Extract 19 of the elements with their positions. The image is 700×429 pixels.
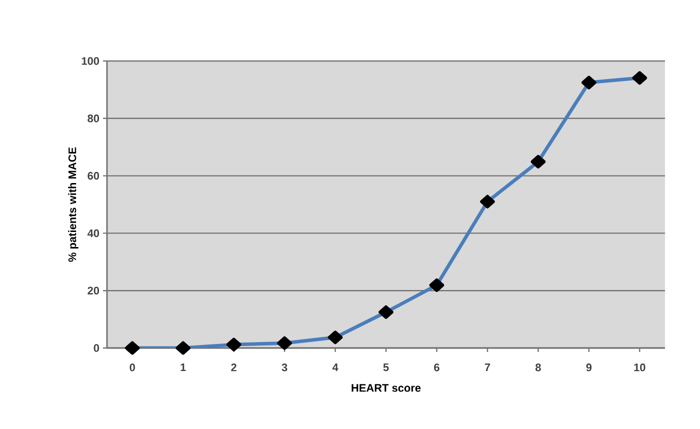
y-axis-title: % patients with MACE <box>68 147 78 262</box>
x-tick-label: 4 <box>332 364 338 372</box>
y-tick-label: 80 <box>88 114 100 122</box>
x-tick-label: 0 <box>130 364 135 372</box>
x-tick-label: 5 <box>383 364 389 372</box>
x-tick-label: 3 <box>282 364 288 372</box>
y-tick-label: 40 <box>87 229 100 238</box>
x-tick-label: 2 <box>231 364 236 372</box>
x-tick-label: 10 <box>634 364 646 372</box>
y-tick-label: 20 <box>88 286 100 294</box>
x-tick-label: 8 <box>535 364 541 372</box>
x-axis-title: HEART score <box>352 384 421 392</box>
y-tick-label: 0 <box>94 344 100 352</box>
x-tick-label: 7 <box>484 364 490 372</box>
y-tick-label: 100 <box>82 57 100 65</box>
x-tick-label: 1 <box>180 364 186 372</box>
x-tick-label: 9 <box>586 364 592 372</box>
x-tick-label: 6 <box>434 364 440 372</box>
y-tick-label: 60 <box>88 172 100 180</box>
